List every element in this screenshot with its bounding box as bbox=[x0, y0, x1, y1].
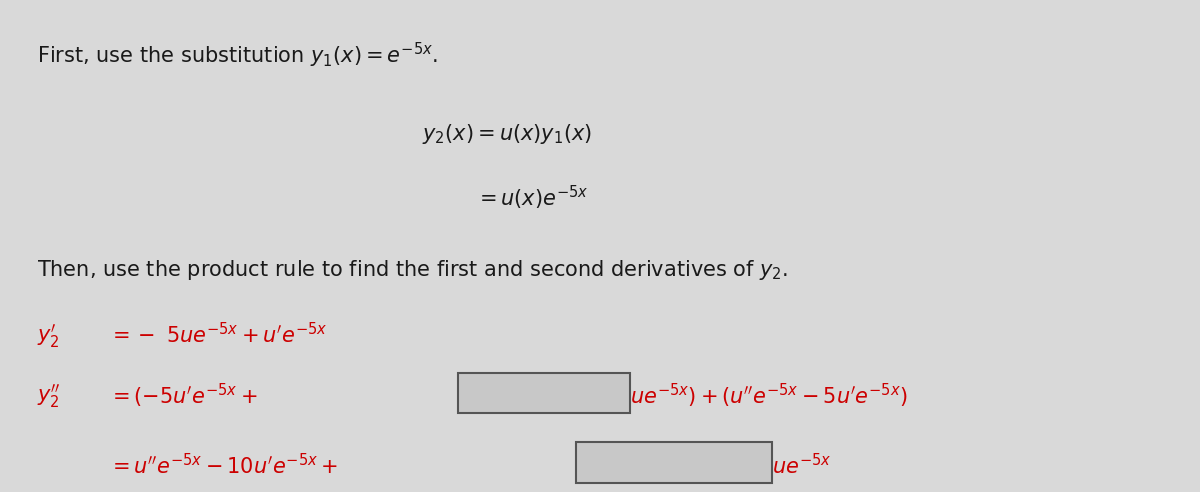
Text: Then, use the product rule to find the first and second derivatives of $y_2$.: Then, use the product rule to find the f… bbox=[36, 258, 787, 282]
Text: $ue^{-5x}$: $ue^{-5x}$ bbox=[772, 453, 832, 478]
Text: $= -\ 5ue^{-5x} + u'e^{-5x}$: $= -\ 5ue^{-5x} + u'e^{-5x}$ bbox=[108, 322, 328, 348]
Text: $\left.ue^{-5x}\right) + \left(u''e^{-5x} - 5u'e^{-5x}\right)$: $\left.ue^{-5x}\right) + \left(u''e^{-5x… bbox=[630, 382, 907, 410]
Text: $= u(x)e^{-5x}$: $= u(x)e^{-5x}$ bbox=[475, 184, 589, 212]
Text: $y_2''$: $y_2''$ bbox=[36, 382, 60, 410]
FancyBboxPatch shape bbox=[457, 373, 630, 413]
FancyBboxPatch shape bbox=[576, 442, 772, 483]
Text: $y_2(x) = u(x)y_1(x)$: $y_2(x) = u(x)y_1(x)$ bbox=[422, 122, 592, 146]
Text: $= \left(-5u'e^{-5x} + \right.$: $= \left(-5u'e^{-5x} + \right.$ bbox=[108, 382, 257, 410]
Text: $= u''e^{-5x} - 10u'e^{-5x} +$: $= u''e^{-5x} - 10u'e^{-5x} +$ bbox=[108, 453, 338, 478]
Text: $y_2'$: $y_2'$ bbox=[36, 322, 59, 350]
Text: First, use the substitution $y_1(x) = e^{-5x}$.: First, use the substitution $y_1(x) = e^… bbox=[36, 40, 438, 69]
